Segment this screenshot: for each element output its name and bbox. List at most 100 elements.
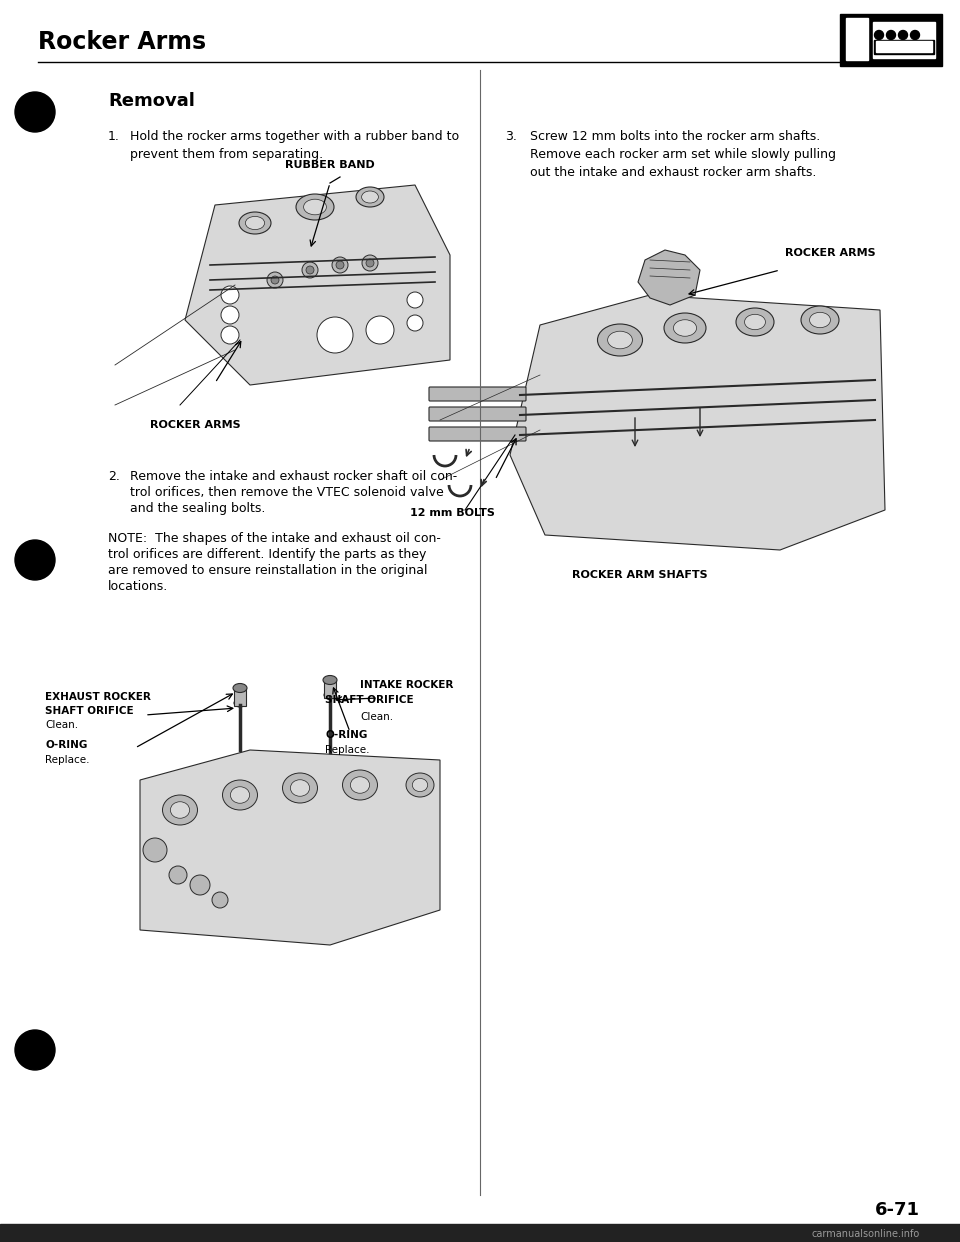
Ellipse shape (170, 802, 190, 818)
Text: 12 mm BOLTS: 12 mm BOLTS (410, 508, 494, 518)
Ellipse shape (233, 683, 247, 693)
Circle shape (407, 292, 423, 308)
Ellipse shape (303, 199, 326, 215)
Bar (840, 14, 942, 66)
Text: Clean.: Clean. (360, 712, 394, 722)
Text: Replace.: Replace. (325, 745, 370, 755)
Bar (876, 41, 932, 52)
Text: trol orifices are different. Identify the parts as they: trol orifices are different. Identify th… (108, 548, 426, 561)
Text: NOTE:  The shapes of the intake and exhaust oil con-: NOTE: The shapes of the intake and exhau… (108, 532, 441, 545)
Text: INTAKE ROCKER: INTAKE ROCKER (360, 681, 453, 691)
Circle shape (332, 257, 348, 273)
Ellipse shape (323, 676, 337, 684)
Circle shape (317, 317, 353, 353)
Text: trol orifices, then remove the VTEC solenoid valve: trol orifices, then remove the VTEC sole… (130, 486, 444, 499)
Text: and the sealing bolts.: and the sealing bolts. (130, 502, 265, 515)
Text: 1.: 1. (108, 130, 120, 143)
Text: O-RING: O-RING (325, 730, 368, 740)
Text: Hold the rocker arms together with a rubber band to: Hold the rocker arms together with a rub… (130, 130, 459, 143)
Text: Remove the intake and exhaust rocker shaft oil con-: Remove the intake and exhaust rocker sha… (130, 469, 457, 483)
Circle shape (306, 266, 314, 274)
Bar (234, 688, 246, 705)
Bar (874, 40, 934, 53)
Bar (0, 1225, 960, 1242)
Circle shape (267, 272, 283, 288)
Polygon shape (140, 750, 440, 945)
Circle shape (336, 261, 344, 270)
Ellipse shape (239, 212, 271, 233)
FancyBboxPatch shape (429, 388, 526, 401)
Ellipse shape (745, 314, 765, 329)
Text: Replace.: Replace. (45, 755, 89, 765)
Text: SHAFT ORIFICE: SHAFT ORIFICE (45, 705, 133, 715)
Ellipse shape (162, 795, 198, 825)
Circle shape (362, 255, 378, 271)
Text: carmanualsonline.info: carmanualsonline.info (812, 1230, 920, 1240)
Circle shape (271, 276, 279, 284)
Ellipse shape (809, 312, 830, 328)
Circle shape (899, 31, 907, 40)
Text: 3.: 3. (505, 130, 516, 143)
Text: ROCKER ARM SHAFTS: ROCKER ARM SHAFTS (572, 570, 708, 580)
Ellipse shape (223, 780, 257, 810)
FancyBboxPatch shape (429, 407, 526, 421)
Text: ROCKER ARMS: ROCKER ARMS (785, 248, 876, 258)
Circle shape (366, 315, 394, 344)
Bar (846, 17, 868, 60)
Circle shape (190, 876, 210, 895)
Circle shape (169, 866, 187, 884)
Ellipse shape (362, 191, 378, 202)
Circle shape (886, 31, 896, 40)
Ellipse shape (597, 324, 642, 356)
Circle shape (15, 92, 55, 132)
Text: Removal: Removal (108, 92, 195, 111)
Circle shape (143, 838, 167, 862)
Ellipse shape (234, 699, 246, 707)
Text: ROCKER ARMS: ROCKER ARMS (150, 420, 241, 430)
Circle shape (221, 306, 239, 324)
Text: prevent them from separating.: prevent them from separating. (130, 148, 324, 161)
Ellipse shape (664, 313, 706, 343)
Circle shape (302, 262, 318, 278)
FancyBboxPatch shape (429, 427, 526, 441)
Circle shape (212, 892, 228, 908)
Text: 6-71: 6-71 (875, 1201, 920, 1218)
Circle shape (875, 31, 883, 40)
Bar (324, 681, 336, 698)
Ellipse shape (282, 773, 318, 804)
Ellipse shape (674, 319, 697, 337)
Text: Rocker Arms: Rocker Arms (38, 30, 206, 53)
Circle shape (407, 315, 423, 332)
Polygon shape (510, 296, 885, 550)
Circle shape (221, 286, 239, 304)
Text: locations.: locations. (108, 580, 168, 592)
Text: Screw 12 mm bolts into the rocker arm shafts.: Screw 12 mm bolts into the rocker arm sh… (530, 130, 820, 143)
Circle shape (221, 325, 239, 344)
Text: 2.: 2. (108, 469, 120, 483)
Text: SHAFT ORIFICE: SHAFT ORIFICE (325, 696, 414, 705)
Circle shape (366, 260, 374, 267)
Text: Remove each rocker arm set while slowly pulling: Remove each rocker arm set while slowly … (530, 148, 836, 161)
Text: O-RING: O-RING (45, 740, 87, 750)
Text: Clean.: Clean. (45, 720, 78, 730)
Ellipse shape (350, 776, 370, 794)
Circle shape (910, 31, 920, 40)
Text: out the intake and exhaust rocker arm shafts.: out the intake and exhaust rocker arm sh… (530, 166, 816, 179)
Circle shape (15, 540, 55, 580)
Text: RUBBER BAND: RUBBER BAND (285, 160, 374, 170)
Ellipse shape (736, 308, 774, 337)
Ellipse shape (324, 691, 336, 699)
Bar (873, 22, 935, 58)
Ellipse shape (412, 779, 428, 791)
Ellipse shape (246, 216, 265, 230)
Polygon shape (185, 185, 450, 385)
Ellipse shape (290, 780, 310, 796)
Ellipse shape (801, 306, 839, 334)
Ellipse shape (608, 332, 633, 349)
Circle shape (15, 1030, 55, 1071)
Ellipse shape (406, 773, 434, 797)
Text: EXHAUST ROCKER: EXHAUST ROCKER (45, 692, 151, 702)
Ellipse shape (296, 194, 334, 220)
Ellipse shape (356, 188, 384, 207)
Polygon shape (638, 250, 700, 306)
